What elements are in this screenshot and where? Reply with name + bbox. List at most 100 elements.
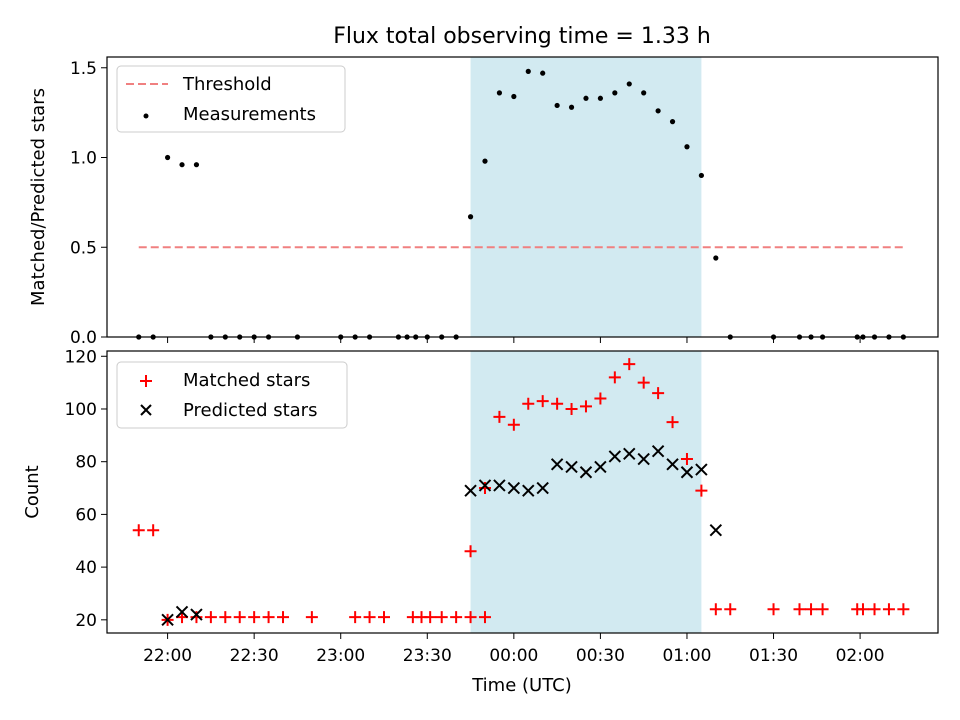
matched-star-point <box>363 611 376 624</box>
matched-star-point <box>424 611 437 624</box>
legend-measurements-swatch <box>143 113 149 119</box>
matched-star-point <box>637 376 650 389</box>
matched-star-point <box>793 603 806 616</box>
measurement-point <box>193 162 200 168</box>
matched-star-point <box>190 611 203 624</box>
predicted-star-point <box>493 479 506 492</box>
predicted-star-point <box>637 452 650 466</box>
x-tick-label: 22:00 <box>143 646 192 666</box>
top-y-tick-label: 1.5 <box>70 59 97 79</box>
measurement-point <box>597 95 604 101</box>
measurement-point <box>511 93 517 100</box>
predicted-star-point <box>680 466 694 479</box>
predicted-star-point <box>190 608 203 621</box>
matched-star-point <box>248 611 261 624</box>
matched-star-point <box>435 611 448 624</box>
measurement-point <box>525 68 531 74</box>
bottom-y-tick-label: 100 <box>65 400 97 420</box>
matched-star-point <box>565 402 578 415</box>
matched-star-point <box>233 611 246 624</box>
measurement-point <box>612 90 618 96</box>
predicted-star-point <box>175 605 189 619</box>
top-y-tick-label: 0.5 <box>70 238 97 258</box>
matched-star-point <box>608 371 621 384</box>
matched-star-point <box>551 397 564 410</box>
matched-star-point <box>478 611 491 624</box>
x-tick-label: 01:00 <box>662 646 711 666</box>
matched-star-point <box>464 545 477 558</box>
predicted-star-point <box>695 463 708 476</box>
matched-star-point <box>204 611 217 624</box>
x-tick-label: 01:30 <box>749 646 798 666</box>
matched-star-point <box>868 603 881 616</box>
measurement-point <box>655 108 661 114</box>
measurement-point <box>179 162 185 168</box>
measurement-point <box>568 104 575 110</box>
measurement-point <box>467 214 474 220</box>
matched-star-point <box>816 603 829 616</box>
top-legend: Threshold Measurements <box>116 65 346 133</box>
matched-star-point <box>262 611 275 624</box>
matched-star-point <box>305 611 318 624</box>
predicted-stars-points <box>161 444 723 627</box>
bottom-x-axis: 22:00 22:30 23:00 23:30 00:00 00:30 01:00 01:30… <box>143 633 885 666</box>
matched-star-point <box>695 484 708 497</box>
predicted-star-point <box>507 481 521 495</box>
matched-star-point <box>856 603 869 616</box>
measurement-point <box>496 90 503 96</box>
predicted-star-point <box>623 447 636 460</box>
measurement-point <box>554 102 560 109</box>
predicted-star-point <box>478 479 492 492</box>
measurement-point <box>669 119 676 125</box>
matched-star-point <box>349 611 362 624</box>
matched-star-point <box>767 603 780 616</box>
ratio-panel: 0.0 0.5 1.0 1.5 Matched/Predicted stars Thr… <box>28 56 939 348</box>
top-observing-window <box>470 57 702 337</box>
matched-star-point <box>579 400 592 413</box>
x-tick-label: 00:30 <box>576 646 625 666</box>
count-panel: 20 40 60 80 100 120 22:00 22:30 23:00 23:30 00:00… <box>22 347 939 696</box>
predicted-star-point <box>536 481 549 495</box>
predicted-star-point <box>709 524 723 537</box>
measurement-point <box>641 90 647 96</box>
predicted-star-point <box>594 460 607 474</box>
x-tick-label: 02:00 <box>836 646 885 666</box>
bottom-y-axis-label: Count <box>22 465 43 518</box>
matched-star-point <box>897 603 910 616</box>
x-tick-label: 23:00 <box>316 646 365 666</box>
bottom-y-axis: 20 40 60 80 100 120 <box>65 347 107 631</box>
measurement-point <box>626 81 632 87</box>
matched-star-point <box>450 611 463 624</box>
predicted-star-point <box>161 613 174 627</box>
bottom-y-tick-label: 20 <box>75 611 97 631</box>
x-tick-label: 22:30 <box>230 646 279 666</box>
matched-star-point <box>522 397 535 410</box>
matched-star-point <box>666 416 679 429</box>
bottom-legend: Matched stars Predicted stars <box>116 361 348 429</box>
bottom-observing-window <box>470 351 702 633</box>
x-tick-label: 00:00 <box>489 646 538 666</box>
legend-threshold-label: Threshold <box>182 74 272 95</box>
matched-star-point <box>536 395 549 408</box>
top-y-axis: 0.0 0.5 1.0 1.5 <box>70 59 107 348</box>
matched-star-point <box>277 611 290 624</box>
matched-star-point <box>132 524 145 537</box>
legend-matched-swatch <box>140 375 152 387</box>
bottom-y-tick-label: 80 <box>75 453 97 473</box>
bottom-y-tick-label: 120 <box>65 347 97 367</box>
top-x-ticks <box>167 337 861 343</box>
matched-star-point <box>147 524 160 537</box>
matched-star-point <box>805 603 818 616</box>
matched-star-point <box>652 387 665 400</box>
predicted-star-point <box>464 484 477 497</box>
measurement-point <box>684 144 690 150</box>
matched-star-point <box>724 603 737 616</box>
predicted-star-point <box>565 460 578 474</box>
measurement-point <box>698 172 704 179</box>
predicted-star-point <box>608 450 622 463</box>
legend-matched-label: Matched stars <box>183 370 310 391</box>
bottom-axes-frame <box>106 350 939 634</box>
top-y-axis-label: Matched/Predicted stars <box>28 88 49 306</box>
top-y-tick-label: 0.0 <box>70 328 97 348</box>
